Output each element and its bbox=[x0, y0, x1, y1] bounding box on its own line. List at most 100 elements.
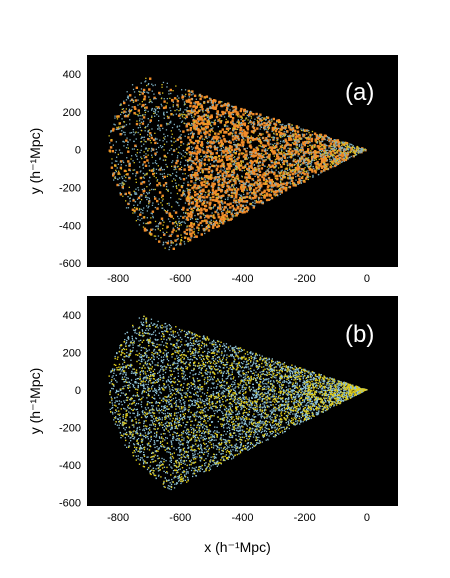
point bbox=[251, 430, 253, 432]
point bbox=[179, 108, 182, 110]
point bbox=[352, 145, 354, 147]
point bbox=[258, 157, 261, 159]
point bbox=[345, 156, 348, 159]
point bbox=[333, 147, 336, 149]
point bbox=[320, 147, 324, 150]
point bbox=[344, 384, 346, 387]
point bbox=[227, 178, 229, 180]
point bbox=[294, 182, 296, 184]
point bbox=[178, 110, 180, 112]
point bbox=[246, 111, 248, 113]
point bbox=[122, 140, 124, 143]
point bbox=[180, 166, 183, 168]
point bbox=[124, 131, 126, 134]
point bbox=[281, 150, 283, 152]
point bbox=[191, 109, 193, 111]
point bbox=[141, 217, 143, 220]
point bbox=[166, 396, 168, 398]
point bbox=[237, 179, 239, 181]
point bbox=[167, 209, 169, 212]
point bbox=[320, 150, 323, 153]
point bbox=[233, 187, 235, 189]
point bbox=[232, 384, 234, 386]
point bbox=[230, 377, 232, 379]
point bbox=[120, 113, 122, 116]
point bbox=[302, 135, 305, 138]
point bbox=[298, 373, 300, 375]
point bbox=[212, 156, 216, 160]
point bbox=[290, 163, 293, 167]
point bbox=[262, 159, 264, 161]
point bbox=[234, 192, 236, 194]
point bbox=[194, 162, 197, 166]
point bbox=[213, 161, 215, 163]
point bbox=[175, 346, 177, 348]
point bbox=[200, 105, 204, 108]
point bbox=[241, 180, 244, 183]
point bbox=[163, 149, 165, 151]
point bbox=[336, 158, 339, 160]
point bbox=[190, 114, 193, 117]
point bbox=[273, 155, 275, 157]
point bbox=[349, 143, 351, 145]
point bbox=[242, 379, 244, 381]
point bbox=[184, 95, 186, 97]
point bbox=[347, 148, 349, 150]
point bbox=[131, 155, 133, 157]
point bbox=[276, 154, 279, 157]
point bbox=[203, 180, 206, 183]
point bbox=[253, 130, 255, 132]
point bbox=[261, 202, 263, 204]
point bbox=[208, 371, 210, 373]
point bbox=[245, 204, 247, 206]
point bbox=[164, 210, 166, 212]
point bbox=[225, 109, 228, 112]
point bbox=[185, 148, 189, 151]
point bbox=[126, 409, 128, 411]
point bbox=[205, 182, 207, 184]
point bbox=[344, 158, 348, 162]
point bbox=[234, 179, 237, 183]
point bbox=[272, 143, 274, 146]
point bbox=[209, 163, 212, 165]
point bbox=[245, 150, 248, 153]
point bbox=[218, 390, 221, 392]
point bbox=[286, 141, 289, 145]
point bbox=[223, 201, 226, 204]
point bbox=[191, 225, 194, 229]
point bbox=[301, 368, 303, 371]
point bbox=[256, 425, 258, 427]
point bbox=[230, 196, 232, 199]
point bbox=[168, 123, 170, 125]
point bbox=[148, 197, 150, 199]
point bbox=[316, 169, 318, 171]
point bbox=[121, 133, 123, 135]
point bbox=[217, 206, 219, 208]
point bbox=[284, 128, 286, 130]
point bbox=[163, 143, 166, 145]
point bbox=[130, 158, 132, 160]
point bbox=[116, 167, 118, 169]
point bbox=[196, 226, 199, 229]
point bbox=[242, 186, 244, 188]
point bbox=[212, 141, 216, 144]
point bbox=[286, 181, 289, 185]
point bbox=[164, 425, 166, 427]
point bbox=[247, 169, 251, 172]
point bbox=[253, 169, 257, 172]
point bbox=[342, 149, 344, 152]
point bbox=[214, 199, 217, 202]
point bbox=[175, 113, 177, 115]
point bbox=[240, 107, 243, 111]
point bbox=[168, 425, 170, 427]
point bbox=[253, 167, 256, 169]
point bbox=[343, 157, 345, 159]
point bbox=[336, 139, 340, 142]
point bbox=[196, 193, 199, 196]
point bbox=[297, 393, 299, 396]
point bbox=[298, 166, 301, 169]
point bbox=[176, 109, 178, 111]
point bbox=[298, 178, 301, 181]
point bbox=[307, 165, 310, 167]
point bbox=[222, 166, 225, 168]
